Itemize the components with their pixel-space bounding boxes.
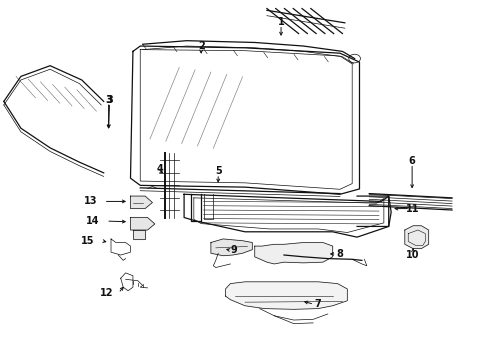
Polygon shape bbox=[133, 230, 145, 239]
Text: 9: 9 bbox=[230, 246, 237, 255]
Polygon shape bbox=[130, 217, 155, 230]
Text: 7: 7 bbox=[314, 299, 321, 309]
Polygon shape bbox=[130, 196, 152, 208]
Text: 1: 1 bbox=[278, 17, 284, 27]
Text: 13: 13 bbox=[84, 197, 98, 206]
Text: 6: 6 bbox=[409, 156, 416, 166]
Text: 12: 12 bbox=[100, 288, 114, 298]
Text: 5: 5 bbox=[215, 166, 221, 176]
Polygon shape bbox=[405, 226, 429, 249]
Text: 3: 3 bbox=[106, 95, 113, 105]
Text: 4: 4 bbox=[156, 164, 163, 174]
Text: 10: 10 bbox=[406, 250, 420, 260]
Text: 14: 14 bbox=[86, 216, 99, 226]
Text: 3: 3 bbox=[105, 95, 112, 105]
Text: 2: 2 bbox=[198, 41, 204, 51]
Text: 11: 11 bbox=[406, 203, 420, 213]
Polygon shape bbox=[255, 243, 333, 264]
Polygon shape bbox=[211, 239, 252, 256]
Polygon shape bbox=[225, 282, 347, 309]
Text: 15: 15 bbox=[81, 236, 95, 246]
Text: 8: 8 bbox=[337, 249, 343, 259]
